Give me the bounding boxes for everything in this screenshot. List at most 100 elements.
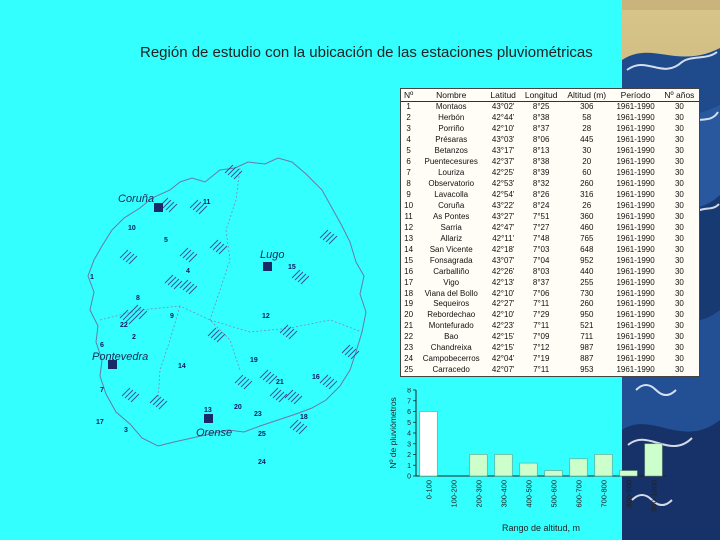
x-tick-label: 0-100 xyxy=(425,480,434,499)
table-cell: 30 xyxy=(674,266,684,276)
table-cell: 260 xyxy=(580,299,594,309)
table-cell: 8°24 xyxy=(532,200,550,210)
table-cell: Sequeiros xyxy=(433,299,470,309)
table-cell: 7°09 xyxy=(532,332,550,342)
table-cell: 8°06 xyxy=(532,135,550,145)
table-cell: Sarria xyxy=(440,222,462,232)
table-cell: 1961-1990 xyxy=(616,266,655,276)
table-cell: 30 xyxy=(674,343,684,353)
table-cell: 30 xyxy=(674,288,684,298)
table-cell: 13 xyxy=(404,233,414,243)
orense-marker xyxy=(204,414,213,423)
table-cell: 255 xyxy=(580,277,594,287)
table-row: 22 Bao 42°15' 7°09 711 1961-1990 30 xyxy=(401,332,699,343)
station-number: 7 xyxy=(100,387,104,394)
table-cell: 1961-1990 xyxy=(616,255,655,265)
table-cell: Lavacolla xyxy=(434,189,469,199)
table-cell: 26 xyxy=(582,200,592,210)
station-number: 8 xyxy=(136,295,140,302)
table-cell: 1961-1990 xyxy=(616,102,655,112)
bar xyxy=(594,454,613,477)
table-cell: 648 xyxy=(580,244,594,254)
table-cell: 25 xyxy=(404,365,414,375)
table-cell: 8°38 xyxy=(532,157,550,167)
table-cell: 42°53' xyxy=(491,178,515,188)
table-cell: 42°10' xyxy=(491,288,515,298)
table-cell: Puentecesures xyxy=(424,157,478,167)
table-cell: 30 xyxy=(674,277,684,287)
x-tick-label: 100-200 xyxy=(450,480,459,508)
table-cell: 30 xyxy=(674,244,684,254)
y-tick-label: 2 xyxy=(407,452,411,459)
table-cell: 953 xyxy=(580,365,594,375)
table-cell: Louriza xyxy=(438,168,465,178)
table-cell: 30 xyxy=(674,365,684,375)
table-cell: 7°19 xyxy=(532,354,550,364)
table-row: 24 Campobecerros 42°04' 7°19 887 1961-1990 30 xyxy=(401,354,699,365)
x-tick-label: 700-800 xyxy=(600,480,609,508)
table-cell: 1961-1990 xyxy=(616,233,655,243)
x-tick-label: 500-600 xyxy=(550,480,559,508)
table-cell: 30 xyxy=(674,146,684,156)
table-cell: 1961-1990 xyxy=(616,299,655,309)
x-tick-label: 400-500 xyxy=(525,480,534,508)
table-cell: Présaras xyxy=(435,135,468,145)
table-cell: Montaos xyxy=(435,102,467,112)
table-cell: 7°11 xyxy=(533,321,550,331)
table-cell: 24 xyxy=(404,354,414,364)
x-axis-label: Rango de altitud, m xyxy=(502,523,580,533)
table-cell: 1961-1990 xyxy=(616,135,655,145)
table-cell: 14 xyxy=(404,244,414,254)
station-number: 10 xyxy=(128,225,136,232)
table-cell: 42°18' xyxy=(491,244,515,254)
table-cell: 42°25' xyxy=(491,168,515,178)
table-cell: 11 xyxy=(404,211,413,221)
table-cell: 42°10' xyxy=(491,310,515,320)
table-header-cell: Nº xyxy=(401,89,417,102)
table-cell: 30 xyxy=(674,135,684,145)
station-number: 21 xyxy=(276,379,284,386)
table-cell: 1961-1990 xyxy=(616,321,655,331)
table-cell: 28 xyxy=(582,124,592,134)
table-row: 1 Montaos 43°02' 8°25 306 1961-1990 30 xyxy=(401,102,699,114)
table-row: 10 Coruña 43°22' 8°24 26 1961-1990 30 xyxy=(401,201,699,212)
station-number: 11 xyxy=(203,199,211,206)
table-cell: 1961-1990 xyxy=(616,157,655,167)
table-cell: Fonsagrada xyxy=(429,255,473,265)
table-row: 11 As Pontes 43°27' 7°51 360 1961-1990 30 xyxy=(401,212,699,223)
table-header-cell: Nº años xyxy=(659,89,699,102)
study-region-map: Coruña Lugo Pontevedra Orense 1 2 3 4 5 … xyxy=(87,157,367,466)
table-cell: 765 xyxy=(580,233,594,243)
city-label-pontevedra: Pontevedra xyxy=(92,351,148,363)
table-cell: 6 xyxy=(406,157,411,167)
bar xyxy=(569,458,588,477)
table-cell: 8°38 xyxy=(532,113,550,123)
table-cell: 1961-1990 xyxy=(616,189,655,199)
table-cell: 17 xyxy=(404,277,414,287)
table-cell: Vigo xyxy=(443,277,460,287)
table-cell: 7°04 xyxy=(532,255,550,265)
table-cell: 30 xyxy=(674,157,684,167)
table-cell: 8°39 xyxy=(532,168,550,178)
table-cell: 42°15' xyxy=(491,332,515,342)
table-cell: 30 xyxy=(674,299,684,309)
table-cell: Carballiño xyxy=(433,266,470,276)
table-cell: 7°06 xyxy=(532,288,550,298)
table-cell: Chandreixa xyxy=(430,343,472,353)
table-cell: 30 xyxy=(582,146,592,156)
table-cell: Rebordechao xyxy=(427,310,476,320)
table-cell: 460 xyxy=(580,222,594,232)
altitude-histogram: 0 1 2 3 4 5 6 7 8 0-100 100-200 200-300 300-400 400-5… xyxy=(388,388,666,533)
table-row: 16 Carballiño 42°26' 8°03 440 1961-1990 30 xyxy=(401,266,699,277)
table-cell: 8°32 xyxy=(532,178,550,188)
table-cell: 42°11' xyxy=(492,233,515,243)
table-cell: 42°47' xyxy=(491,222,515,232)
table-cell: 30 xyxy=(674,168,684,178)
table-cell: 43°22' xyxy=(491,200,515,210)
station-markers xyxy=(119,164,360,435)
table-cell: 8 xyxy=(406,178,411,188)
city-label-lugo: Lugo xyxy=(260,249,284,261)
table-cell: 2 xyxy=(406,113,411,123)
table-row: 7 Louriza 42°25' 8°39 60 1961-1990 30 xyxy=(401,168,699,179)
